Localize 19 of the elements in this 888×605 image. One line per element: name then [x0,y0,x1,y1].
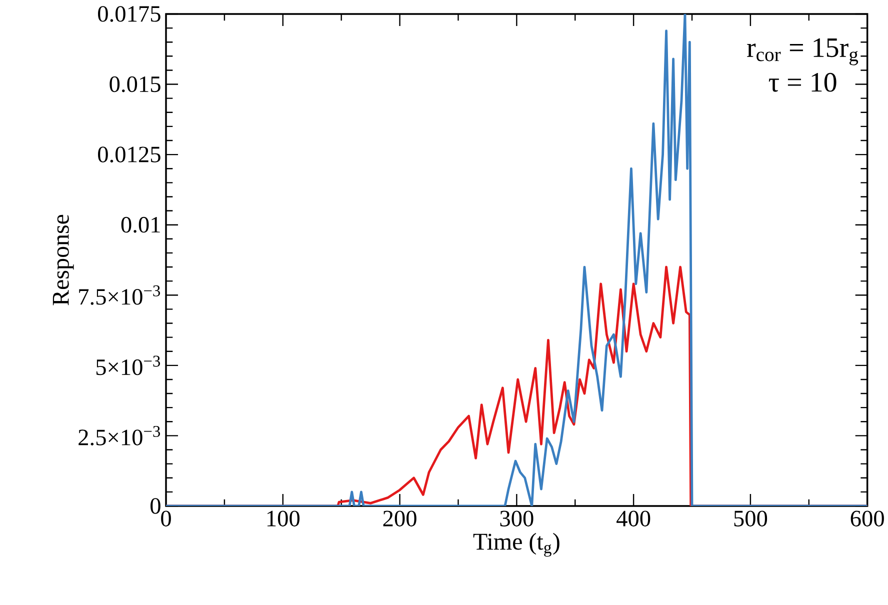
y-tick-label: 7.5×10$^{−3}$ [79,285,160,305]
x-tick-label: 300 [500,510,534,526]
y-tick-label: 0 [150,498,160,514]
x-tick-label: 600 [850,510,884,526]
x-tick-label: 500 [734,510,768,526]
y-tick-label: 5×10$^{−3}$ [96,356,160,376]
x-tick-label: 100 [267,510,300,526]
y-tick-label: 2.5×10$^{−3}$ [78,426,160,446]
x-tick-label: 0 [161,510,171,526]
y-tick-label: 0.01 [121,216,160,233]
y-tick-label: 0.015 [110,76,160,92]
x-tick-label: 400 [616,510,650,526]
annotation: r$_{cor}$ = 15r$_{g}$ [747,38,858,66]
y-axis-title: Response [52,214,74,306]
annotation: τ = 10 [768,72,836,92]
y-tick-label: 0.0175 [98,6,160,22]
x-tick-label: 200 [383,510,416,526]
y-tick-label: 0.0125 [98,146,160,162]
x-axis-title: Time (t$_{g}$) [473,532,560,557]
